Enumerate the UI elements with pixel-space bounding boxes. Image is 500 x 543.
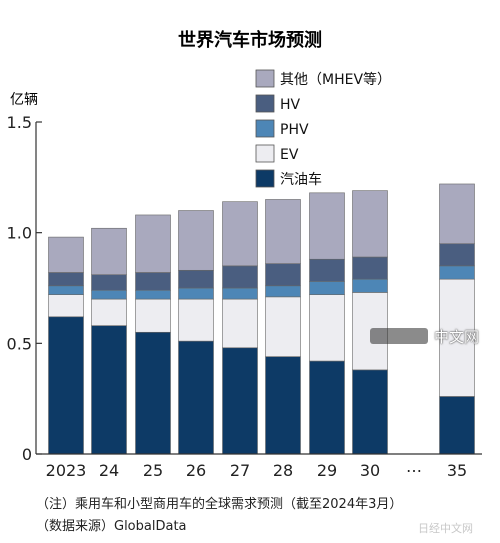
bar-stack — [265, 199, 301, 455]
x-tick-label: 27 — [230, 461, 250, 480]
bar-segment — [439, 183, 475, 245]
x-tick-label: 35 — [447, 461, 467, 480]
y-tick-label: 0.5 — [7, 334, 32, 353]
watermark-logo: 中文网 — [370, 325, 500, 347]
bar-segment — [91, 325, 127, 455]
bar-segment — [178, 340, 214, 455]
bar-segment — [439, 265, 475, 280]
bar-segment — [439, 396, 475, 455]
bar-segment — [265, 296, 301, 357]
x-tick-label: 30 — [360, 461, 380, 480]
bar-segment — [309, 258, 345, 282]
bar-segment — [48, 316, 84, 455]
bar-segment — [222, 287, 258, 300]
y-tick-label: 1.0 — [7, 224, 32, 243]
watermark-bottom-text: 日经中文网 — [418, 522, 473, 535]
bar-stack — [48, 236, 84, 455]
legend-label: EV — [280, 147, 299, 163]
bar-segment — [135, 331, 171, 455]
x-tick-label: 29 — [317, 461, 337, 480]
bar-stack — [309, 192, 345, 455]
bar-segment — [352, 256, 388, 280]
bar-stack — [352, 190, 388, 455]
y-tick-label: 0 — [22, 445, 32, 464]
footnote: （注）乘用车和小型商用车的全球需求预测（截至2024年3月） — [36, 497, 403, 512]
legend-label: HV — [280, 97, 301, 113]
bar-segment — [91, 298, 127, 326]
x-tick-label: 24 — [99, 461, 119, 480]
bar-segment — [222, 265, 258, 289]
bar-segment — [48, 285, 84, 295]
bar-segment — [135, 214, 171, 273]
y-tick-label: 1.5 — [7, 113, 32, 132]
bar-stack — [91, 227, 127, 455]
x-tick-label: 2023 — [46, 461, 87, 480]
bar-segment — [222, 298, 258, 349]
legend: 其他（MHEV等） HV PHV EV 汽油车 — [255, 69, 391, 188]
y-axis-label: 亿辆 — [10, 92, 38, 108]
bar-segment — [48, 236, 84, 273]
bar-segment — [91, 289, 127, 300]
legend-swatch — [255, 119, 275, 138]
x-tick-label: 25 — [143, 461, 163, 480]
bar-segment — [178, 269, 214, 289]
legend-swatch — [255, 144, 275, 163]
watermark-bottom: 日经中文网 — [418, 520, 473, 536]
bar-segment — [135, 272, 171, 291]
chart-title: 世界汽车市场预测 — [178, 29, 322, 51]
bar-segment — [91, 227, 127, 276]
bar-segment — [309, 192, 345, 260]
bars — [48, 183, 475, 455]
bar-segment — [48, 272, 84, 287]
bar-segment — [265, 263, 301, 287]
bar-segment — [352, 190, 388, 258]
x-axis: 2023 24 25 26 27 28 29 30 35 … — [36, 453, 482, 480]
bar-segment — [309, 360, 345, 455]
legend-label: 汽油车 — [280, 171, 322, 188]
bar-segment — [265, 356, 301, 455]
y-axis: 0 0.5 1.0 1.5 — [7, 113, 42, 464]
legend-label: PHV — [280, 122, 309, 138]
bar-segment — [309, 294, 345, 362]
bar-segment — [265, 199, 301, 264]
legend-swatch — [255, 94, 275, 113]
bar-segment — [222, 347, 258, 455]
data-source: （数据来源）GlobalData — [36, 519, 187, 534]
bar-stack — [222, 201, 258, 455]
bar-segment — [135, 298, 171, 333]
bar-segment — [178, 287, 214, 300]
bar-segment — [91, 274, 127, 291]
bar-segment — [222, 201, 258, 267]
legend-swatch — [255, 169, 275, 188]
bar-stack — [178, 210, 214, 455]
bar-segment — [48, 294, 84, 318]
x-tick-label: 26 — [186, 461, 206, 480]
bar-segment — [439, 278, 475, 397]
watermark-logo-mark — [370, 328, 428, 344]
bar-segment — [178, 298, 214, 342]
bar-segment — [178, 210, 214, 271]
watermark-center-text: 中文网 — [434, 328, 480, 346]
bar-segment — [135, 289, 171, 300]
bar-segment — [352, 369, 388, 455]
legend-label: 其他（MHEV等） — [280, 71, 391, 88]
bar-stack — [439, 183, 475, 455]
bar-stack — [135, 214, 171, 455]
bar-segment — [309, 281, 345, 295]
bar-segment — [265, 285, 301, 298]
legend-swatch — [255, 69, 275, 88]
bar-segment — [352, 278, 388, 293]
x-tick-label: 28 — [273, 461, 293, 480]
axis-break-marker: … — [406, 457, 422, 476]
bar-segment — [439, 243, 475, 267]
